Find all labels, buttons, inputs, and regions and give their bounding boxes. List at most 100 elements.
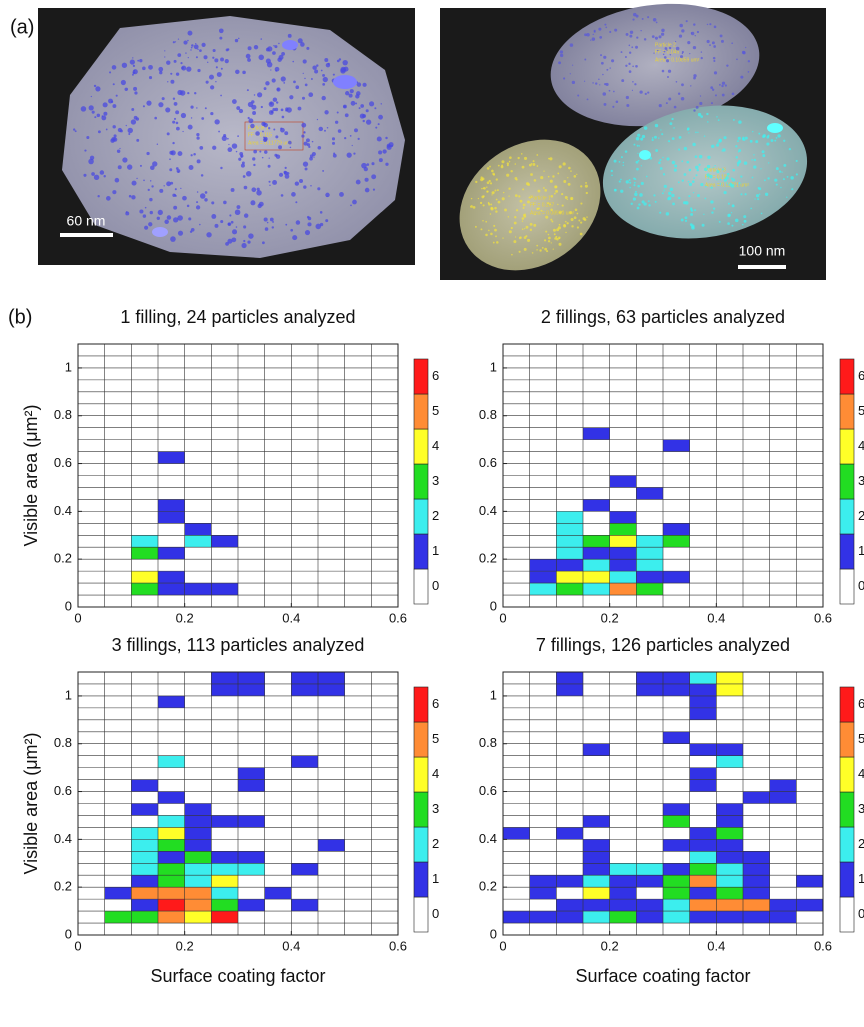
heat-cell [609,547,637,560]
texture-dot [675,80,678,83]
particle [459,139,601,271]
heat-cell [211,683,238,696]
texture-dot [569,43,574,47]
texture-dot [220,220,224,224]
heat-cell [131,887,158,900]
texture-dot [331,137,336,141]
texture-dot [625,64,628,67]
texture-dot [349,89,354,94]
texture-dot [521,165,525,169]
heat-cell [769,791,797,804]
texture-dot [559,211,562,214]
texture-dot [665,102,668,105]
heat-cell [556,583,583,596]
texture-dot [117,165,122,170]
texture-dot [517,156,520,160]
texture-dot [666,49,668,51]
texture-dot [241,161,245,165]
texture-dot [170,79,175,84]
texture-dot [750,207,752,210]
texture-dot [490,203,493,206]
texture-dot [686,160,690,164]
texture-dot [521,228,524,230]
texture-dot [90,95,92,98]
texture-dot [653,52,655,54]
texture-dot [550,208,553,212]
heat-cell [158,899,185,912]
texture-dot [318,126,324,132]
heat-cell [796,899,823,912]
texture-dot [288,140,292,145]
heat-cell [609,583,637,596]
texture-dot [220,67,223,70]
colorbar-cell [839,393,855,430]
texture-dot [172,97,176,100]
x-tick-label: 0.6 [389,938,407,953]
colorbar-cell [839,463,855,500]
texture-dot [598,78,600,81]
texture-dot [738,149,742,152]
heat-cell [238,815,265,828]
texture-dot [496,189,499,192]
heat-cell [609,475,637,488]
heat-cell [583,815,610,828]
texture-dot [292,235,298,241]
texture-dot [220,57,224,62]
texture-dot [274,153,278,157]
texture-dot [243,213,249,218]
heat-cell [211,899,238,912]
texture-dot [636,144,639,147]
texture-dot [687,180,690,183]
texture-dot [247,46,252,51]
colorbar-label: 3 [432,801,439,816]
texture-dot [786,196,788,198]
texture-dot [218,130,220,133]
texture-dot [315,223,322,230]
texture-dot [227,147,233,153]
texture-dot [644,92,647,96]
texture-dot [197,68,201,73]
texture-dot [291,192,296,197]
texture-dot [636,167,639,171]
texture-dot [743,215,747,219]
heat-cell [104,911,132,924]
texture-dot [695,174,698,177]
texture-dot [782,178,785,181]
heat-cell [583,863,610,876]
texture-dot [558,165,562,169]
texture-dot [195,205,201,210]
annotation: Particle 3 [705,167,726,173]
x-tick-label: 0.2 [601,610,619,625]
y-tick-label: 0.2 [54,879,72,894]
texture-dot [778,170,782,173]
texture-dot [208,74,214,80]
heat-cell [529,875,557,888]
texture-dot [238,108,244,114]
heat-cell [609,523,637,536]
texture-dot [732,178,736,182]
annotation: FF = 0.045 [655,49,680,55]
texture-dot [338,58,342,61]
texture-dot [651,35,655,39]
texture-dot [743,161,748,165]
texture-dot [576,173,578,175]
texture-dot [647,200,650,202]
texture-dot [299,178,304,183]
texture-dot [170,72,173,75]
texture-dot [119,147,121,150]
texture-dot [548,157,550,160]
heat-cell [636,547,663,560]
heat-cell [184,887,212,900]
y-tick-label: 1 [65,687,72,702]
texture-dot [531,196,533,198]
heat-cell [716,851,743,864]
texture-dot [635,136,640,141]
texture-dot [195,56,198,59]
texture-dot [689,223,693,227]
heat-cell [184,827,212,840]
texture-dot [666,157,670,161]
texture-dot [630,202,633,206]
axes-frame [77,343,399,608]
texture-dot [170,181,174,185]
texture-dot [693,76,696,80]
